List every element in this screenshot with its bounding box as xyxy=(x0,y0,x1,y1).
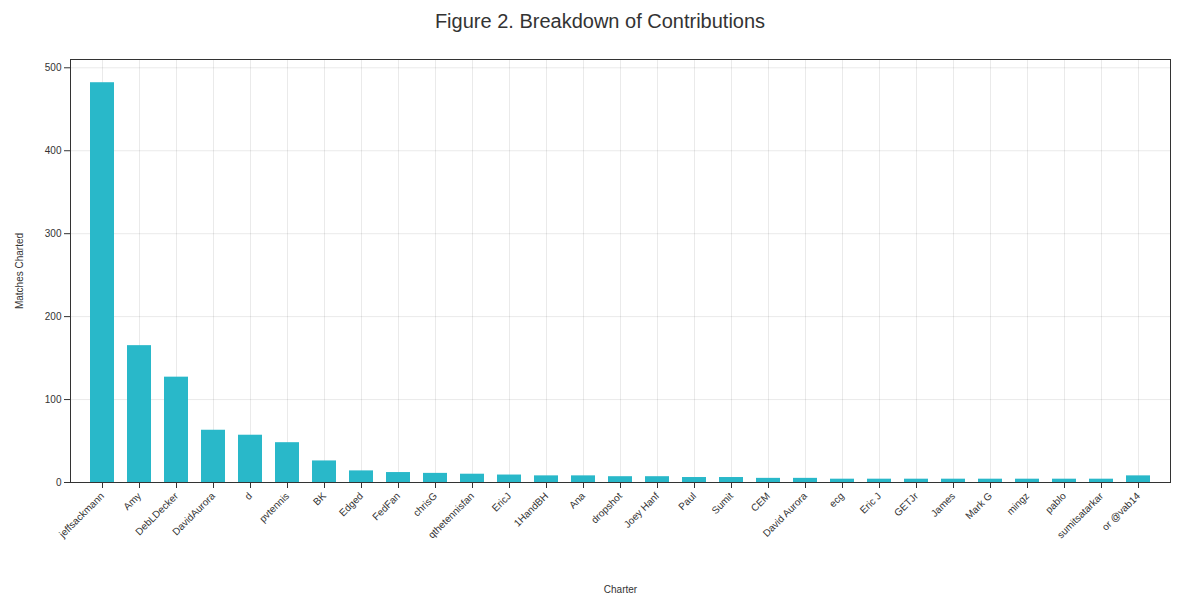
svg-text:qthetennisfan: qthetennisfan xyxy=(426,490,476,540)
svg-text:David Aurora: David Aurora xyxy=(761,490,810,539)
svg-text:or @vab14: or @vab14 xyxy=(1100,490,1143,533)
svg-text:CEM: CEM xyxy=(749,490,773,514)
svg-text:0: 0 xyxy=(56,477,62,488)
svg-text:pvtennis: pvtennis xyxy=(257,490,291,524)
svg-text:Paul: Paul xyxy=(676,490,698,512)
svg-text:Ana: Ana xyxy=(567,490,588,511)
svg-text:mingz: mingz xyxy=(1005,490,1032,517)
svg-text:Eric J: Eric J xyxy=(858,490,883,515)
svg-text:400: 400 xyxy=(45,145,62,156)
svg-text:dropshot: dropshot xyxy=(589,490,624,525)
html-text:Figure 2. Breakdown of Contrib: Figure 2. Breakdown of Contributions xyxy=(434,10,766,32)
svg-text:chrisG: chrisG xyxy=(411,490,439,518)
svg-text:300: 300 xyxy=(45,228,62,239)
svg-text:jeffsackmann: jeffsackmann xyxy=(56,490,106,540)
svg-text:d: d xyxy=(242,490,254,502)
svg-text:sumitsatarkar: sumitsatarkar xyxy=(1055,490,1106,541)
svg-text:Matches Charted: Matches Charted xyxy=(14,233,25,309)
svg-text:EricJ: EricJ xyxy=(490,490,514,514)
svg-text:Mark G: Mark G xyxy=(963,490,994,521)
svg-text:pablo: pablo xyxy=(1043,490,1068,515)
svg-text:ecg: ecg xyxy=(827,490,846,509)
svg-text:Joey Hanf: Joey Hanf xyxy=(622,490,662,530)
svg-text:Sumit: Sumit xyxy=(709,490,735,516)
svg-text:200: 200 xyxy=(45,311,62,322)
svg-text:BK: BK xyxy=(311,490,328,507)
svg-text:Edged: Edged xyxy=(337,490,365,518)
svg-text:DebLDecker: DebLDecker xyxy=(133,490,181,538)
svg-text:1HandBH: 1HandBH xyxy=(512,490,550,528)
svg-text:500: 500 xyxy=(45,62,62,73)
svg-text:100: 100 xyxy=(45,394,62,405)
svg-text:DavidAurora: DavidAurora xyxy=(170,490,217,537)
svg-text:FedFan: FedFan xyxy=(370,490,402,522)
svg-text:James: James xyxy=(929,490,958,519)
svg-text:Amy: Amy xyxy=(121,490,143,512)
svg-text:Charter: Charter xyxy=(604,584,638,595)
svg-text:GETJr: GETJr xyxy=(892,490,921,519)
